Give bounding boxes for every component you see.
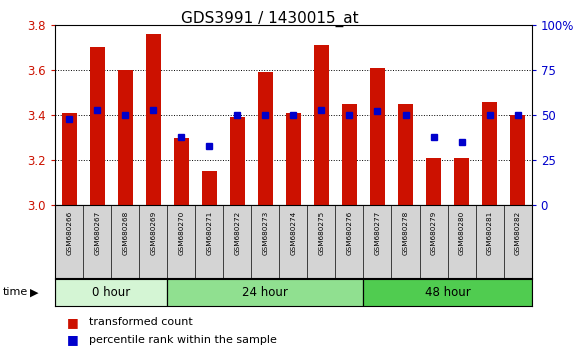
Bar — [342, 104, 357, 205]
Bar — [286, 113, 301, 205]
Bar — [510, 115, 525, 205]
Bar — [482, 102, 497, 205]
Bar — [454, 158, 469, 205]
Bar — [117, 70, 133, 205]
Text: GSM680273: GSM680273 — [263, 211, 268, 255]
Text: GSM680277: GSM680277 — [375, 211, 381, 255]
Bar — [314, 45, 329, 205]
Text: GSM680269: GSM680269 — [150, 211, 156, 255]
Text: 24 hour: 24 hour — [242, 286, 288, 299]
Bar — [370, 68, 385, 205]
Text: GSM680280: GSM680280 — [458, 211, 465, 255]
Text: time: time — [3, 287, 28, 297]
Text: GDS3991 / 1430015_at: GDS3991 / 1430015_at — [181, 11, 358, 27]
Text: GSM680274: GSM680274 — [290, 211, 296, 255]
Bar — [229, 117, 245, 205]
Text: GSM680275: GSM680275 — [318, 211, 324, 255]
Bar — [398, 104, 413, 205]
Text: ▶: ▶ — [30, 287, 39, 297]
Text: GSM680278: GSM680278 — [403, 211, 408, 255]
Bar — [426, 158, 441, 205]
Bar — [167, 279, 364, 306]
Text: GSM680268: GSM680268 — [122, 211, 128, 255]
Bar — [55, 279, 167, 306]
Text: GSM680281: GSM680281 — [486, 211, 493, 255]
Bar — [258, 72, 273, 205]
Text: GSM680267: GSM680267 — [94, 211, 101, 255]
Text: transformed count: transformed count — [89, 317, 193, 327]
Text: GSM680279: GSM680279 — [431, 211, 436, 255]
Bar — [62, 113, 77, 205]
Text: 48 hour: 48 hour — [425, 286, 471, 299]
Text: 0 hour: 0 hour — [92, 286, 130, 299]
Bar — [202, 171, 217, 205]
Bar — [174, 138, 189, 205]
Text: GSM680276: GSM680276 — [346, 211, 353, 255]
Text: GSM680282: GSM680282 — [515, 211, 521, 255]
Text: percentile rank within the sample: percentile rank within the sample — [89, 335, 277, 345]
Text: GSM680272: GSM680272 — [234, 211, 241, 255]
Bar — [146, 34, 161, 205]
Bar — [89, 47, 105, 205]
Bar — [364, 279, 532, 306]
Text: GSM680271: GSM680271 — [206, 211, 212, 255]
Text: GSM680270: GSM680270 — [178, 211, 184, 255]
Text: ■: ■ — [67, 316, 78, 329]
Text: GSM680266: GSM680266 — [66, 211, 72, 255]
Text: ■: ■ — [67, 333, 78, 346]
